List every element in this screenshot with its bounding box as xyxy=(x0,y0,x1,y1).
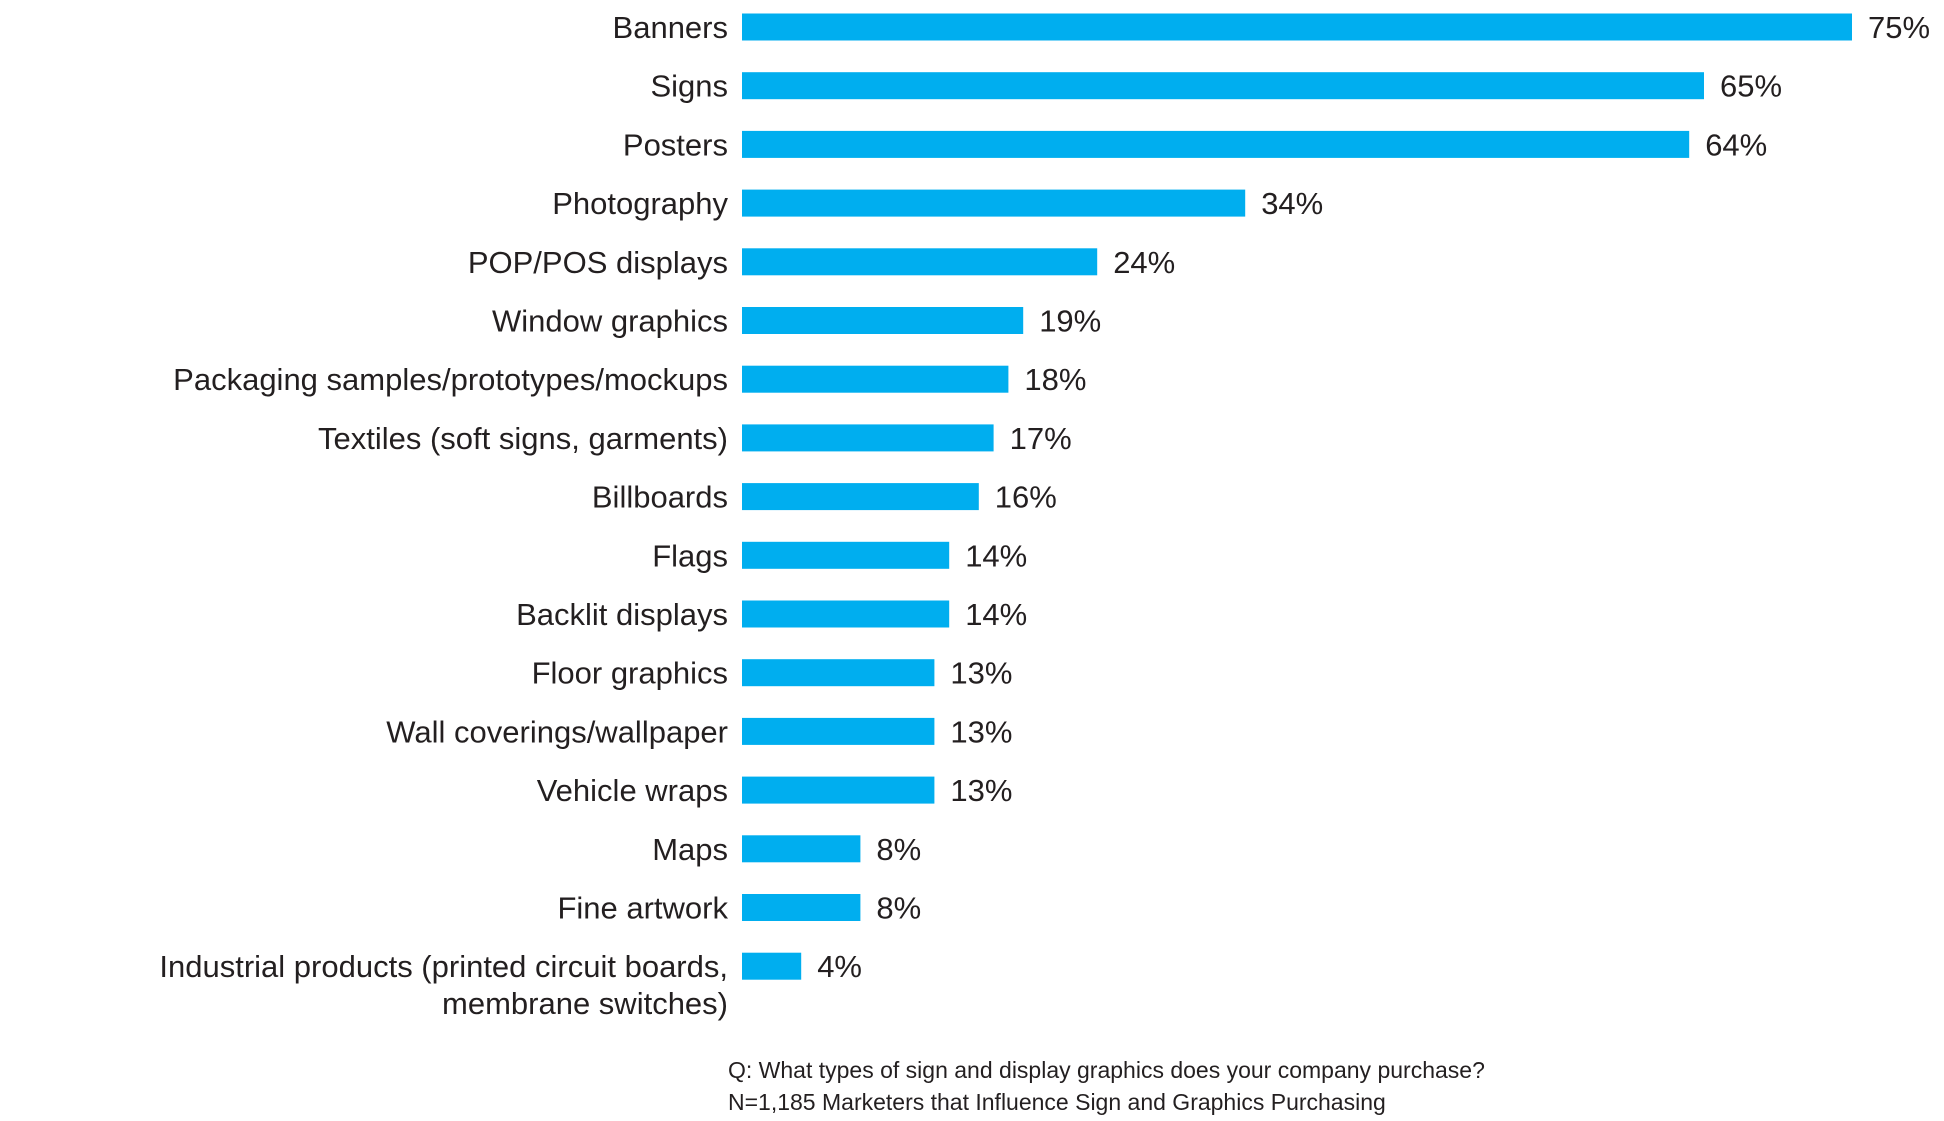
value-label-1: 65% xyxy=(1720,69,1782,104)
bar-15 xyxy=(742,894,861,921)
category-label-line: Backlit displays xyxy=(516,597,728,632)
category-label-line: Billboards xyxy=(592,480,728,515)
bar-2 xyxy=(742,130,1690,158)
category-label-4: POP/POS displays xyxy=(468,245,728,280)
category-label-11: Floor graphics xyxy=(532,656,728,691)
category-label-9: Flags xyxy=(652,538,728,573)
category-label-2: Posters xyxy=(623,127,728,162)
bar-16 xyxy=(742,952,802,980)
value-label-6: 18% xyxy=(1024,362,1086,397)
bar-6 xyxy=(742,365,1009,393)
value-label-4: 24% xyxy=(1113,245,1175,280)
value-label-7: 17% xyxy=(1010,421,1072,456)
category-label-8: Billboards xyxy=(592,480,728,515)
bar-9 xyxy=(742,541,950,569)
bar-3 xyxy=(742,189,1246,217)
bar-4 xyxy=(742,248,1098,276)
category-label-line: membrane switches) xyxy=(442,986,728,1021)
bar-7 xyxy=(742,424,994,452)
value-label-10: 14% xyxy=(965,597,1027,632)
category-label-line: Packaging samples/prototypes/mockups xyxy=(173,362,728,397)
category-label-line: Maps xyxy=(652,832,728,867)
category-label-10: Backlit displays xyxy=(516,597,728,632)
bar-11 xyxy=(742,659,935,687)
category-label-14: Maps xyxy=(652,832,728,867)
value-label-13: 13% xyxy=(950,773,1012,808)
category-label-0: Banners xyxy=(613,10,728,45)
category-label-line: Signs xyxy=(650,69,728,104)
category-label-12: Wall coverings/wallpaper xyxy=(386,714,728,749)
value-label-12: 13% xyxy=(950,714,1012,749)
category-label-line: Vehicle wraps xyxy=(537,773,728,808)
category-label-line: Fine artwork xyxy=(557,891,728,926)
bar-5 xyxy=(742,307,1024,334)
category-label-line: Floor graphics xyxy=(532,656,728,691)
category-label-16: Industrial products (printed circuit boa… xyxy=(159,949,728,1021)
category-label-line: Textiles (soft signs, garments) xyxy=(318,421,728,456)
value-label-16: 4% xyxy=(817,949,862,984)
bar-1 xyxy=(742,72,1704,100)
category-label-line: Banners xyxy=(613,10,728,45)
bar-12 xyxy=(742,717,935,745)
value-label-5: 19% xyxy=(1039,304,1101,339)
value-label-8: 16% xyxy=(995,480,1057,515)
category-label-line: Posters xyxy=(623,127,728,162)
bar-8 xyxy=(742,483,979,511)
value-label-11: 13% xyxy=(950,656,1012,691)
bar-14 xyxy=(742,835,861,863)
category-label-line: Window graphics xyxy=(492,304,728,339)
value-label-9: 14% xyxy=(965,538,1027,573)
category-label-7: Textiles (soft signs, garments) xyxy=(318,421,728,456)
category-label-line: Wall coverings/wallpaper xyxy=(386,714,728,749)
category-label-5: Window graphics xyxy=(492,304,728,339)
value-label-14: 8% xyxy=(876,832,921,867)
category-label-6: Packaging samples/prototypes/mockups xyxy=(173,362,728,397)
category-label-line: POP/POS displays xyxy=(468,245,728,280)
sample-size-note: N=1,185 Marketers that Influence Sign an… xyxy=(728,1089,1386,1115)
value-label-15: 8% xyxy=(876,891,921,926)
value-label-0: 75% xyxy=(1868,10,1930,45)
bar-13 xyxy=(742,776,935,804)
category-label-15: Fine artwork xyxy=(557,891,728,926)
category-label-line: Flags xyxy=(652,538,728,573)
category-label-3: Photography xyxy=(552,186,728,221)
category-label-1: Signs xyxy=(650,69,728,104)
category-label-line: Industrial products (printed circuit boa… xyxy=(159,949,728,984)
chart-canvas: Banners 75% Signs 65% Posters 64% Photography 3… xyxy=(159,10,1930,1021)
survey-question-note: Q: What types of sign and display graphi… xyxy=(728,1057,1485,1083)
value-label-2: 64% xyxy=(1705,127,1767,162)
bar-10 xyxy=(742,600,950,628)
value-label-3: 34% xyxy=(1261,186,1323,221)
bar-0 xyxy=(742,13,1852,41)
category-label-13: Vehicle wraps xyxy=(537,773,728,808)
category-label-line: Photography xyxy=(552,186,728,221)
